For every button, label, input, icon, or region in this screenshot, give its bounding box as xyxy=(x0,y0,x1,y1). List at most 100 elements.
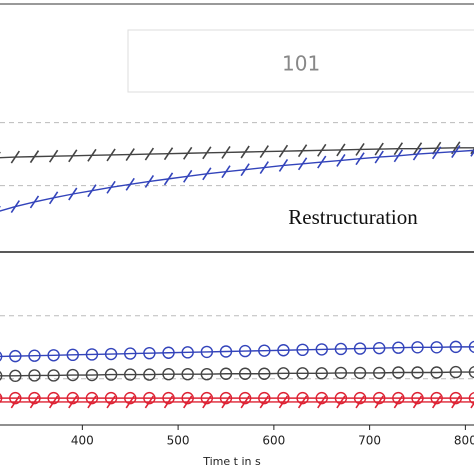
marker xyxy=(353,366,367,380)
marker xyxy=(431,146,442,160)
marker xyxy=(449,365,463,379)
marker xyxy=(259,161,269,174)
marker xyxy=(315,367,328,380)
x-tick-label: 500 xyxy=(167,434,190,448)
marker xyxy=(334,342,348,356)
marker xyxy=(48,149,59,163)
marker xyxy=(353,391,367,405)
marker xyxy=(219,367,233,380)
marker xyxy=(163,395,174,409)
marker xyxy=(163,172,174,186)
marker xyxy=(124,391,137,405)
marker xyxy=(183,146,193,160)
marker xyxy=(393,149,404,163)
marker xyxy=(144,147,155,161)
marker xyxy=(468,391,474,405)
marker xyxy=(162,367,175,381)
series-line xyxy=(0,371,474,377)
marker xyxy=(296,343,309,357)
marker xyxy=(374,150,384,164)
marker xyxy=(334,391,348,405)
marker xyxy=(66,368,79,382)
marker xyxy=(0,370,3,381)
marker xyxy=(374,395,384,409)
marker xyxy=(181,391,194,405)
annotation: Restructuration xyxy=(288,205,418,229)
marker xyxy=(181,367,194,381)
marker xyxy=(28,369,41,382)
marker xyxy=(411,391,424,405)
marker xyxy=(29,195,40,209)
marker xyxy=(181,346,194,359)
marker xyxy=(431,141,442,155)
marker xyxy=(278,395,289,409)
marker xyxy=(183,395,193,409)
marker xyxy=(125,148,135,161)
marker xyxy=(277,344,290,357)
marker xyxy=(221,145,231,159)
marker xyxy=(47,391,60,405)
marker xyxy=(412,142,423,156)
marker xyxy=(219,345,233,358)
marker xyxy=(392,366,405,379)
marker xyxy=(470,401,474,409)
marker xyxy=(336,395,346,409)
marker xyxy=(221,395,231,409)
marker xyxy=(334,366,348,380)
marker xyxy=(10,395,20,409)
marker xyxy=(144,174,155,188)
marker xyxy=(317,143,327,157)
marker xyxy=(143,391,156,405)
marker xyxy=(373,341,386,355)
marker xyxy=(221,165,231,179)
marker xyxy=(104,391,118,405)
marker xyxy=(28,391,41,405)
series-line xyxy=(0,149,474,212)
marker xyxy=(431,395,442,409)
marker xyxy=(162,391,175,405)
marker xyxy=(47,369,60,382)
marker xyxy=(144,395,155,409)
marker xyxy=(470,150,474,157)
marker xyxy=(449,340,463,354)
marker xyxy=(10,200,20,214)
marker xyxy=(468,365,474,379)
marker xyxy=(278,158,289,172)
marker xyxy=(143,368,156,381)
marker xyxy=(259,395,269,409)
legend-note: 101 xyxy=(282,52,320,76)
marker xyxy=(48,191,59,205)
x-tick-label: 600 xyxy=(262,434,285,448)
legend-box xyxy=(127,29,474,93)
marker xyxy=(106,148,116,162)
marker xyxy=(9,349,22,363)
marker xyxy=(355,152,365,166)
marker xyxy=(104,347,118,361)
marker xyxy=(336,153,346,167)
marker xyxy=(202,167,212,181)
x-tick-label: 400 xyxy=(71,434,94,448)
x-tick-label: 700 xyxy=(358,434,381,448)
marker xyxy=(10,150,20,164)
marker xyxy=(125,395,135,409)
marker xyxy=(258,367,271,380)
marker xyxy=(258,391,271,405)
marker xyxy=(430,391,443,405)
marker xyxy=(202,146,212,160)
marker xyxy=(66,348,79,362)
marker xyxy=(9,369,22,383)
marker xyxy=(259,145,269,159)
marker xyxy=(124,347,137,360)
marker xyxy=(104,368,118,381)
marker xyxy=(29,395,40,409)
marker xyxy=(392,341,405,354)
marker xyxy=(240,163,250,177)
marker xyxy=(219,391,233,405)
marker xyxy=(296,367,309,380)
marker xyxy=(125,177,135,191)
marker xyxy=(393,395,404,409)
marker xyxy=(162,346,175,359)
marker xyxy=(48,395,59,409)
marker xyxy=(353,342,367,355)
marker xyxy=(411,366,424,379)
